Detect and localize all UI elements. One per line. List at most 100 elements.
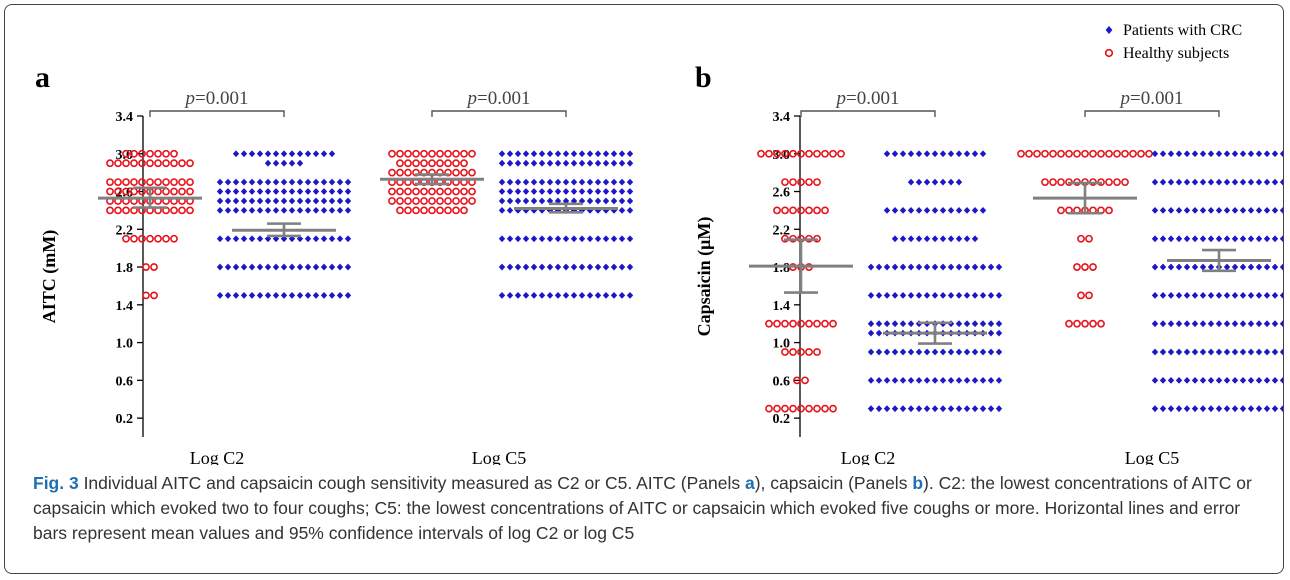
data-point-crc (216, 291, 224, 299)
data-point-crc (979, 320, 987, 328)
data-point-crc (1263, 263, 1271, 271)
data-point-healthy (186, 159, 194, 168)
data-point-crc (1207, 348, 1215, 356)
data-point-crc (546, 159, 554, 167)
data-point-healthy (813, 348, 821, 356)
data-point-healthy (122, 178, 130, 186)
data-point-crc (304, 235, 312, 243)
data-point-crc (1223, 263, 1231, 271)
data-point-crc (336, 178, 344, 186)
data-point-healthy (154, 234, 162, 243)
data-point-crc (522, 291, 530, 299)
data-point-healthy (452, 168, 460, 177)
data-point-healthy (829, 319, 837, 328)
data-point-crc (618, 207, 626, 214)
data-point-crc (1247, 376, 1255, 384)
data-point-crc (1175, 235, 1183, 243)
data-point-crc (602, 150, 610, 158)
data-point-crc (586, 159, 594, 167)
data-point-healthy (162, 234, 170, 243)
data-point-crc (240, 188, 248, 195)
data-point-crc (554, 188, 562, 195)
data-point-crc (538, 178, 546, 186)
data-point-healthy (142, 291, 150, 300)
data-point-crc (1247, 405, 1255, 413)
data-point-crc (979, 376, 987, 384)
data-point-crc (514, 197, 522, 205)
data-point-crc (1263, 376, 1271, 384)
data-point-healthy (452, 159, 460, 168)
data-point-crc (1263, 405, 1271, 413)
data-point-healthy (468, 187, 476, 196)
data-point-healthy (765, 319, 773, 328)
data-point-crc (1199, 405, 1207, 413)
data-point-crc (626, 159, 634, 167)
data-point-crc (240, 207, 248, 214)
data-point-healthy (1057, 149, 1065, 158)
data-point-crc (280, 291, 288, 299)
data-point-crc (570, 188, 578, 195)
data-point-crc (1199, 178, 1207, 186)
data-point-crc (1263, 207, 1271, 214)
data-point-crc (1199, 320, 1207, 328)
data-point-crc (891, 320, 899, 328)
data-point-crc (626, 178, 634, 186)
data-point-healthy (1097, 319, 1105, 328)
data-point-crc (987, 263, 995, 271)
data-point-crc (594, 188, 602, 195)
data-point-healthy (789, 149, 797, 158)
data-point-crc (1183, 320, 1191, 328)
data-point-crc (923, 150, 931, 158)
data-point-crc (272, 178, 280, 186)
data-point-crc (1255, 291, 1263, 299)
data-point-crc (867, 291, 875, 299)
panel-letter: a (35, 61, 50, 94)
y-tick-label: 3.0 (773, 148, 791, 163)
data-point-healthy (186, 178, 194, 186)
data-point-crc (264, 150, 272, 158)
data-point-healthy (162, 187, 170, 196)
data-point-crc (1279, 376, 1283, 384)
data-point-crc (1247, 291, 1255, 299)
data-point-crc (907, 405, 915, 413)
data-point-crc (344, 178, 352, 186)
data-point-crc (915, 291, 923, 299)
data-point-crc (288, 188, 296, 195)
data-point-healthy (1041, 178, 1049, 186)
data-point-crc (1151, 291, 1159, 299)
data-point-crc (1167, 150, 1175, 158)
data-point-crc (939, 405, 947, 413)
legend-marker-healthy (1104, 48, 1114, 58)
data-point-crc (344, 291, 352, 299)
data-point-crc (1231, 207, 1239, 214)
data-point-crc (618, 188, 626, 195)
data-point-crc (232, 197, 240, 205)
data-point-healthy (773, 149, 781, 158)
data-point-crc (1247, 178, 1255, 186)
data-point-healthy (797, 348, 805, 356)
data-point-crc (899, 320, 907, 328)
data-point-crc (336, 207, 344, 214)
data-point-crc (586, 150, 594, 158)
data-point-healthy (468, 197, 476, 205)
data-point-crc (1151, 207, 1159, 214)
data-point-crc (939, 348, 947, 356)
data-point-crc (1239, 405, 1247, 413)
data-point-crc (867, 405, 875, 413)
data-point-crc (602, 188, 610, 195)
data-point-healthy (178, 159, 186, 168)
data-point-healthy (1085, 291, 1093, 300)
data-point-crc (1191, 320, 1199, 328)
data-point-crc (963, 291, 971, 299)
data-point-crc (586, 197, 594, 205)
data-point-crc (875, 348, 883, 356)
data-point-crc (1239, 150, 1247, 158)
data-point-crc (618, 291, 626, 299)
data-point-healthy (1077, 234, 1085, 243)
data-point-crc (1231, 178, 1239, 186)
data-point-crc (1215, 178, 1223, 186)
data-point-crc (1231, 150, 1239, 158)
data-point-crc (626, 207, 634, 214)
data-point-crc (248, 150, 256, 158)
data-point-crc (1255, 348, 1263, 356)
